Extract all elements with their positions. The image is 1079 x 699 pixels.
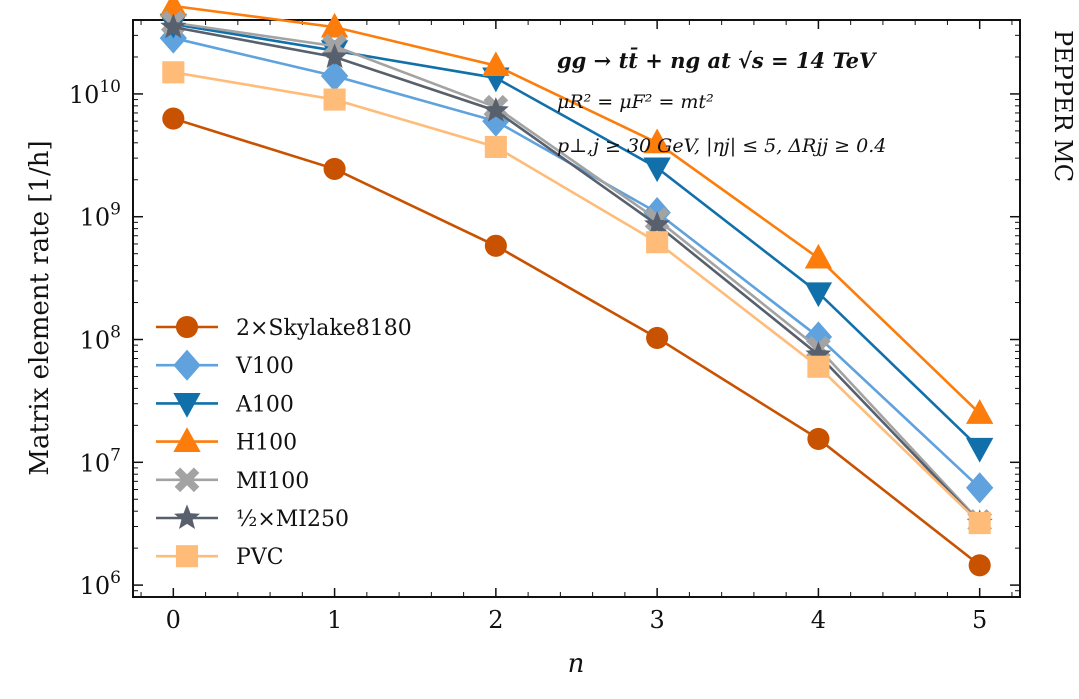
x-axis-title: n	[568, 649, 585, 679]
series-line	[173, 4, 981, 415]
legend-entry: V100	[156, 349, 294, 381]
series-triangle-up	[159, 0, 994, 424]
legend-label: MI100	[236, 469, 309, 494]
data-point	[482, 51, 510, 77]
data-point	[805, 341, 832, 366]
series-square	[162, 61, 991, 535]
series-circle	[162, 107, 991, 577]
data-point	[966, 437, 994, 463]
series-line	[173, 71, 981, 525]
y-axis-title: Matrix element rate [1/h]	[25, 140, 55, 475]
series-line	[173, 22, 981, 450]
legend-marker	[175, 315, 199, 339]
cuts-annotation: p⊥,j ≥ 30 GeV, |ηj| ≤ 5, ΔRjj ≥ 0.4	[557, 135, 886, 157]
data-point	[966, 399, 994, 424]
data-point	[482, 97, 509, 122]
legend-label: A100	[235, 392, 294, 417]
legend-entry: A100	[156, 392, 294, 418]
x-tick-label: 3	[649, 606, 664, 634]
data-point	[968, 512, 991, 535]
legend-entry: ½×MI250	[156, 504, 349, 532]
x-tick-label: 5	[972, 606, 987, 634]
scale-annotation: μR² = μF² = mt²	[557, 91, 714, 113]
series-line	[172, 117, 981, 567]
legend-entry: H100	[156, 427, 297, 456]
y-tick-label: 106	[80, 568, 121, 600]
data-point	[320, 60, 349, 92]
legend-marker	[174, 467, 200, 493]
data-point	[804, 243, 833, 269]
legend: 2×Skylake8180 V100 A100 H100 MI100 ½×MI250 PVC	[156, 315, 412, 570]
x-tick-label: 1	[327, 606, 342, 634]
data-point	[484, 135, 507, 159]
data-point	[320, 12, 349, 38]
data-point	[162, 61, 185, 84]
y-tick-label: 108	[80, 323, 121, 355]
x-tick-label: 4	[811, 606, 826, 634]
legend-label: ½×MI250	[236, 507, 349, 532]
legend-label: H100	[236, 431, 297, 456]
legend-label: V100	[235, 354, 294, 379]
legend-marker	[173, 393, 201, 418]
legend-marker	[174, 504, 200, 530]
data-point	[323, 157, 346, 180]
generator-label: PEPPER MC	[1049, 30, 1077, 182]
data-point	[644, 211, 671, 236]
data-point	[646, 231, 669, 254]
y-tick-label: 107	[80, 445, 121, 477]
y-tick-label: 109	[80, 200, 121, 232]
legend-label: 2×Skylake8180	[236, 316, 412, 341]
legend-marker	[175, 545, 199, 568]
series-line	[173, 21, 981, 523]
data-point	[643, 128, 671, 154]
series-layer	[159, 0, 994, 577]
process-annotation: gg → tt̄ + ng at √s = 14 TeV	[557, 48, 878, 73]
axis-ticks: 0 1 2 3 4 5 106 107 108 109 1010	[69, 19, 1020, 634]
legend-label: PVC	[236, 545, 284, 570]
data-point	[807, 427, 830, 450]
data-point	[966, 472, 994, 504]
data-point	[321, 43, 348, 69]
data-point	[646, 326, 669, 349]
data-point	[162, 107, 185, 130]
data-point	[643, 157, 671, 183]
legend-entry: PVC	[156, 545, 284, 570]
legend-entry: MI100	[156, 467, 309, 494]
data-point	[968, 554, 991, 577]
x-tick-label: 2	[488, 606, 503, 634]
x-tick-label: 0	[166, 606, 181, 634]
y-tick-label: 1010	[69, 77, 121, 109]
data-point	[160, 13, 187, 39]
series-line	[173, 25, 981, 524]
legend-marker	[173, 427, 201, 452]
legend-entry: 2×Skylake8180	[156, 315, 412, 341]
data-point	[323, 88, 346, 111]
legend-marker	[173, 349, 201, 381]
data-point	[804, 282, 833, 308]
data-point	[807, 355, 830, 378]
data-point	[484, 234, 507, 257]
